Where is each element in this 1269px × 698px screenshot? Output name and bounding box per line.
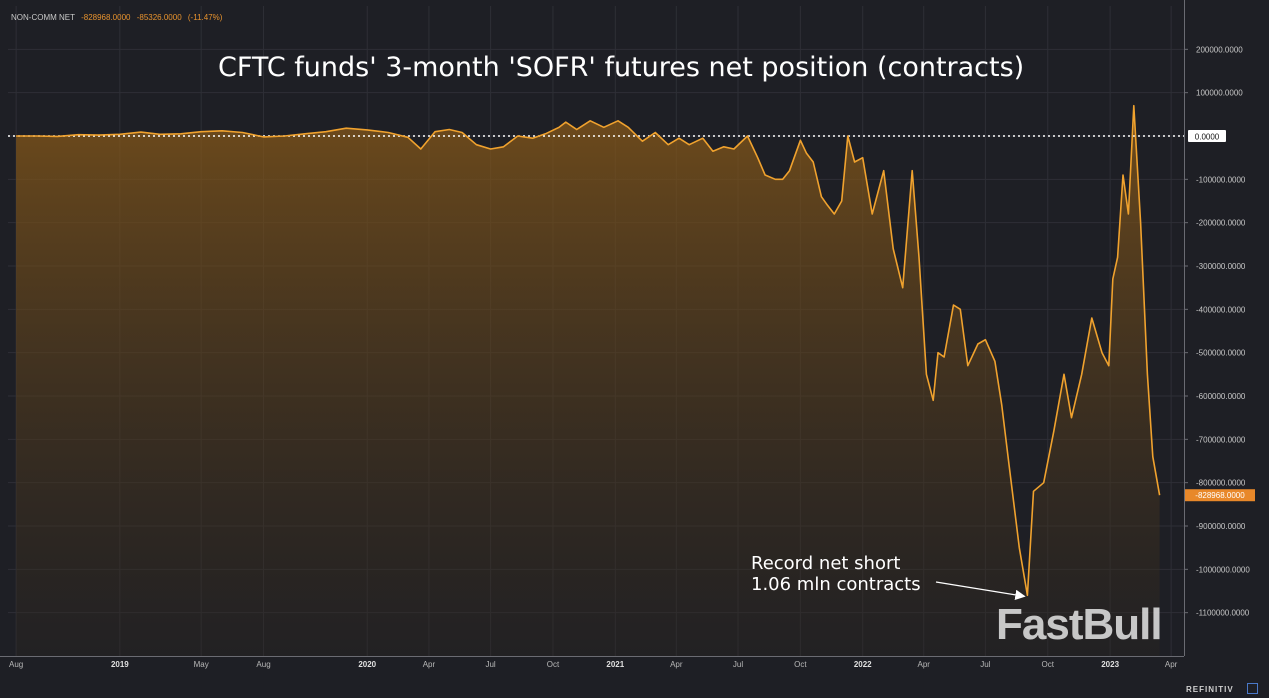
x-tick-label: Aug (256, 660, 270, 669)
x-tick-label: Apr (1165, 660, 1178, 669)
legend-change: -85326.0000 (136, 13, 182, 22)
y-tick-label: -200000.0000 (1196, 219, 1246, 228)
chart-title: CFTC funds' 3-month 'SOFR' futures net p… (218, 52, 1025, 83)
y-tick-label: -600000.0000 (1196, 392, 1246, 401)
x-tick-label: Aug (9, 660, 23, 669)
x-tick-label: 2020 (358, 660, 376, 669)
refinitiv-footer: REFINITIV (1186, 685, 1234, 694)
series-line (16, 104, 1161, 597)
zero-value-tag (1188, 130, 1226, 142)
y-tick-label: -700000.0000 (1196, 435, 1246, 444)
y-tick-label: -500000.0000 (1196, 349, 1246, 358)
x-tick-label: Apr (917, 660, 930, 669)
y-tick-label: -400000.0000 (1196, 305, 1246, 314)
x-tick-label: Jul (733, 660, 743, 669)
annotation-line-1: Record net short (751, 553, 901, 574)
y-tick-label: 100000.0000 (1196, 89, 1243, 98)
y-tick-label: -1100000.0000 (1196, 609, 1250, 618)
x-tick-label: May (194, 660, 209, 669)
legend-change-pct: (-11.47%) (187, 13, 223, 22)
axes: 200000.0000 100000.0000 0.0000 -100000.0000… (0, 0, 1255, 669)
series-area-fill (16, 105, 1160, 656)
legend: NON-COMM NET -828968.0000 -85326.0000 (-… (11, 13, 222, 22)
x-tick-label: Jul (980, 660, 990, 669)
legend-series-name: NON-COMM NET (11, 13, 75, 22)
y-tick-label: -100000.0000 (1196, 175, 1246, 184)
y-tick-label: -800000.0000 (1196, 479, 1246, 488)
x-tick-label: 2019 (111, 660, 129, 669)
fastbull-watermark: FastBull (996, 600, 1163, 649)
y-tick-label: 200000.0000 (1196, 45, 1243, 54)
annotation-arrow-line (935, 581, 1026, 601)
x-tick-label: Jul (485, 660, 495, 669)
x-tick-label: 2023 (1101, 660, 1119, 669)
series-line-path (16, 104, 1161, 597)
record-annotation: Record net short 1.06 mln contracts (751, 553, 921, 595)
series-area (16, 105, 1160, 656)
y-tick-label: 0.0000 (1195, 133, 1220, 142)
x-tick-label: Oct (547, 660, 560, 669)
legend-last-value: -828968.0000 (81, 13, 131, 22)
x-tick-label: 2021 (606, 660, 624, 669)
refinitiv-logo-icon (1247, 683, 1258, 694)
x-tick-label: Oct (794, 660, 807, 669)
y-tick-label: -900000.0000 (1196, 522, 1246, 531)
annotation-line-2: 1.06 mln contracts (751, 574, 921, 595)
last-value-label: -828968.0000 (1195, 491, 1245, 500)
y-tick-label: -300000.0000 (1196, 262, 1246, 271)
last-value-tag (1185, 489, 1255, 502)
x-tick-label: Oct (1042, 660, 1055, 669)
y-tick-label: -1000000.0000 (1196, 565, 1250, 574)
x-tick-label: 2022 (854, 660, 872, 669)
x-tick-label: Apr (670, 660, 683, 669)
x-tick-label: Apr (423, 660, 436, 669)
annotation-arrow (935, 581, 1026, 601)
